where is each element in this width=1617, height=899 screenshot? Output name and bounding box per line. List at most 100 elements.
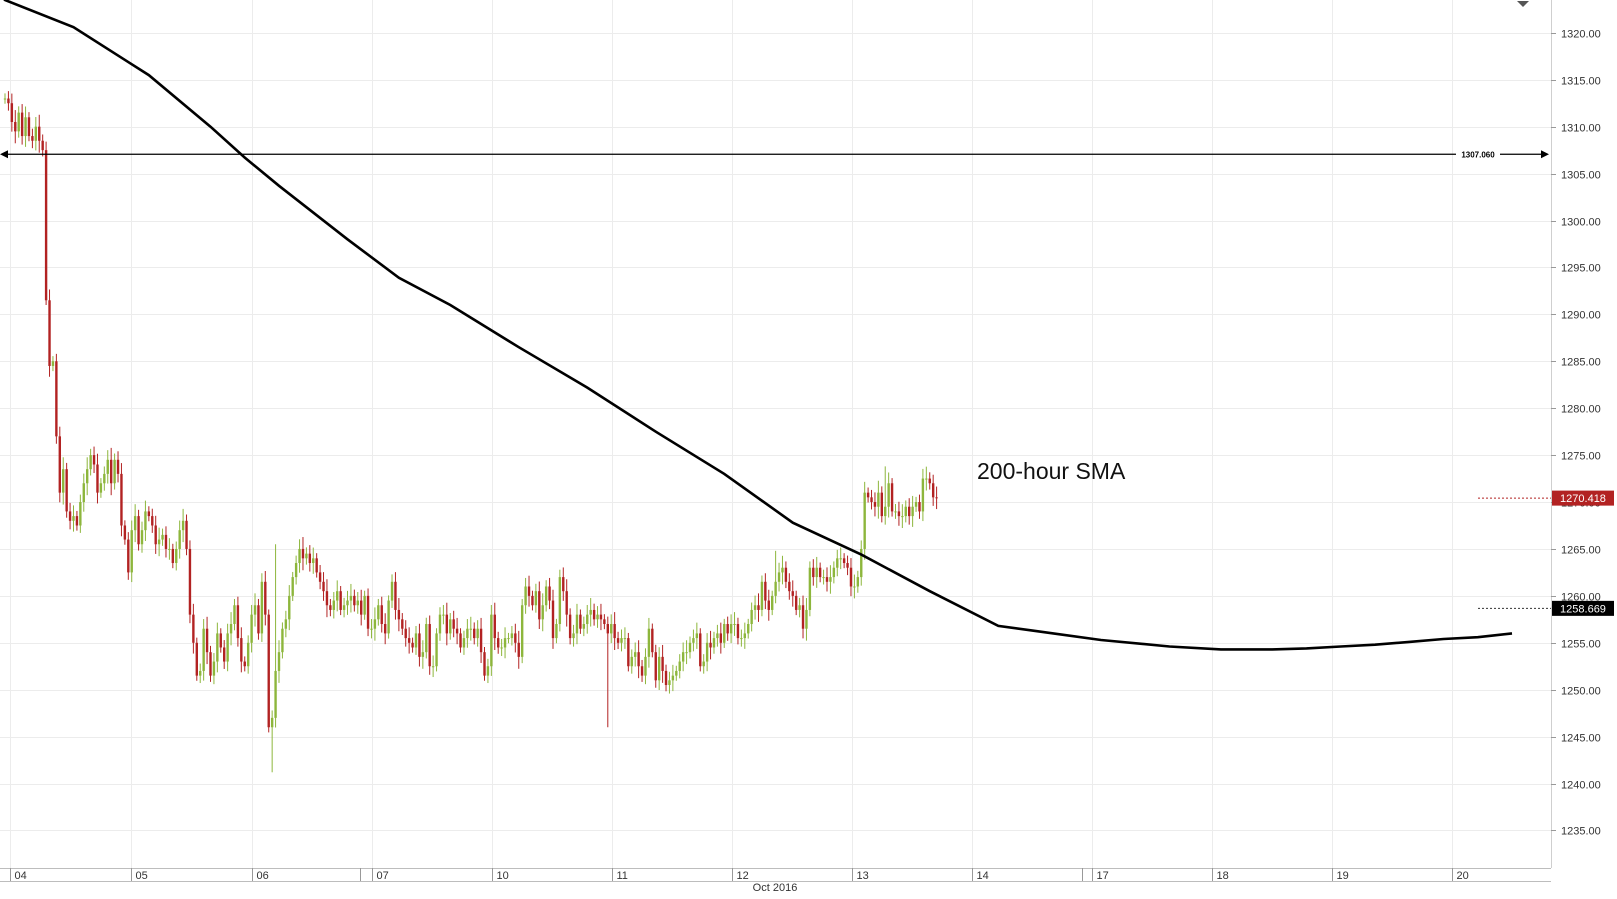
candle-up: [349, 583, 353, 613]
candle-up: [798, 597, 801, 618]
candle-down: [459, 628, 462, 653]
candle-up: [199, 663, 202, 684]
candle-down: [20, 104, 24, 145]
candle-body: [274, 670, 277, 718]
candle-body: [592, 609, 596, 620]
candle-down: [109, 447, 113, 496]
candle-down: [366, 588, 370, 637]
candle-up: [103, 466, 106, 491]
candle-up: [500, 638, 503, 657]
candle-down: [870, 489, 873, 510]
candle-up: [774, 550, 777, 604]
candle-body: [394, 581, 397, 610]
candle-body: [897, 511, 901, 517]
candle-up: [685, 640, 688, 665]
candle-up: [3, 93, 7, 104]
x-tick-label: 17: [1097, 870, 1109, 882]
candle-up: [534, 583, 538, 613]
x-tick-label: 05: [136, 870, 148, 882]
candle-down: [445, 602, 449, 646]
candle-body: [31, 136, 34, 141]
x-tick-label: 12: [737, 870, 749, 882]
candle-down: [151, 508, 154, 533]
horizontal-line: [0, 148, 1549, 161]
candle-body: [856, 577, 860, 587]
candle-down: [353, 589, 356, 612]
candle-up: [740, 629, 743, 647]
candle-down: [92, 446, 96, 474]
chevron-down-icon[interactable]: [1517, 1, 1529, 7]
candle-up: [582, 616, 586, 637]
candle-body: [185, 520, 188, 549]
x-tick-label: 06: [257, 870, 269, 882]
candle-up: [82, 473, 85, 512]
candle-body: [514, 633, 517, 643]
candle-body: [82, 483, 85, 503]
candle-up: [750, 602, 753, 632]
candle-down: [38, 114, 41, 153]
candle-body: [860, 548, 863, 578]
candle-up: [342, 597, 346, 618]
candle-up: [620, 629, 623, 652]
candle-down: [825, 567, 829, 592]
candle-down: [562, 567, 565, 601]
candle-down: [493, 602, 496, 651]
candle-up: [106, 450, 109, 484]
candle-body: [68, 511, 72, 521]
candle-body: [497, 638, 500, 648]
candle-body: [414, 633, 418, 648]
candle-body: [627, 638, 630, 667]
candle-down: [473, 622, 476, 645]
candle-down: [411, 637, 414, 653]
candle-up: [681, 642, 685, 672]
candle-body: [651, 628, 654, 653]
candle-body: [3, 98, 7, 100]
candle-body: [195, 642, 198, 676]
candle-up: [805, 598, 808, 641]
candle-body: [192, 614, 195, 643]
last-price-tag: 1270.418: [1478, 490, 1614, 506]
candle-up: [771, 590, 774, 616]
candle-up: [373, 607, 377, 641]
candle-up: [503, 627, 507, 659]
candle-body: [387, 600, 390, 634]
candle-up: [743, 622, 746, 649]
candle-body: [548, 586, 551, 601]
candle-body: [466, 628, 469, 639]
candle-body: [671, 675, 675, 681]
candle-body: [736, 624, 740, 639]
candle-body: [654, 652, 657, 681]
candle-body: [294, 563, 298, 578]
candle-up: [24, 106, 27, 147]
candle-body: [41, 140, 44, 151]
candle-down: [394, 572, 397, 620]
candle-down: [603, 614, 606, 630]
candle-up: [863, 481, 866, 560]
candle-body: [202, 628, 205, 671]
candle-down: [147, 506, 151, 522]
candle-up: [89, 448, 92, 476]
candle-body: [719, 633, 723, 643]
sma-value-tag: 1258.669: [1478, 600, 1614, 616]
candle-body: [572, 633, 575, 639]
candle-body: [873, 502, 877, 507]
candle-down: [842, 553, 846, 569]
y-tick-label: 1295.00: [1561, 263, 1601, 275]
candle-body: [644, 656, 647, 676]
candle-body: [397, 609, 401, 620]
candle-up: [781, 555, 784, 585]
candle-up: [284, 610, 288, 638]
candle-body: [55, 361, 58, 437]
candle-body: [640, 666, 644, 676]
candle-body: [551, 600, 555, 639]
sma-value-label: 1258.669: [1560, 603, 1606, 615]
candle-body: [205, 628, 209, 653]
x-month-label: Oct 2016: [753, 882, 798, 894]
candle-up: [647, 617, 651, 668]
candle-body: [435, 633, 438, 667]
candle-down: [315, 553, 318, 578]
candle-body: [342, 605, 346, 610]
candle-body: [469, 628, 472, 630]
candle-body: [315, 558, 318, 573]
candle-down: [428, 615, 431, 675]
